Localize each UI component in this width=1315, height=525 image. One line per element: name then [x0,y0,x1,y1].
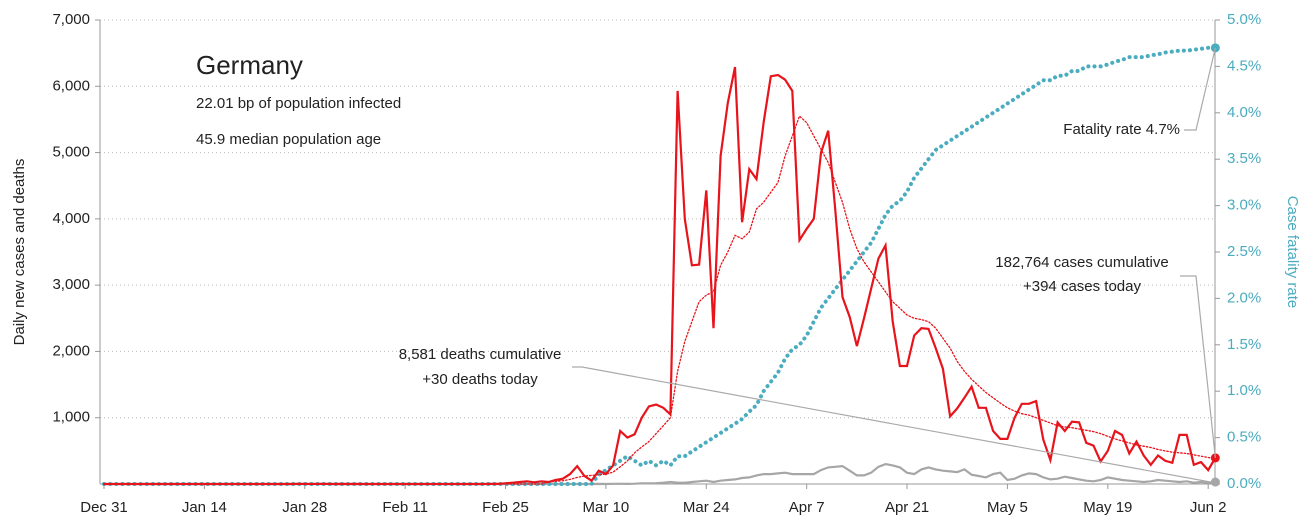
x-tick-label: Jun 2 [1190,499,1227,516]
leader-line [1180,275,1216,458]
x-tick-label: Apr 7 [789,499,825,516]
annotation: 22.01 bp of population infected [196,95,401,112]
y-tick-label: 7,000 [52,11,90,28]
y2-axis-label: Case fatality rate [1284,196,1301,309]
dotted-line [102,45,1218,486]
line [102,462,1217,486]
y2-tick-label: 1.0% [1227,382,1261,399]
x-tick-label: Feb 25 [482,499,529,516]
y2-tick-label: 1.5% [1227,336,1261,353]
leader-line [572,366,1211,483]
chart-title: Germany [196,50,303,80]
annotation: +394 cases today [1023,278,1142,295]
y-axis-label: Daily new cases and deaths [11,159,28,346]
annotation: 182,764 cases cumulative [995,254,1168,271]
leader-line [1184,47,1216,131]
x-tick-label: Feb 11 [382,499,428,516]
x-tick-label: May 5 [987,499,1028,516]
y-tick-label: 4,000 [52,210,90,227]
y2-tick-label: 0.0% [1227,475,1261,492]
x-tick-label: Dec 31 [80,499,128,516]
y-tick-label: 1,000 [52,409,90,426]
y2-tick-label: 5.0% [1227,11,1261,28]
y-tick-label: 3,000 [52,276,90,293]
annotation: +30 deaths today [422,371,538,388]
y-tick-label: 2,000 [52,342,90,359]
dotted-line [103,114,1216,485]
y2-tick-label: 3.0% [1227,197,1261,214]
x-tick-label: Apr 21 [885,499,929,516]
x-tick-label: May 19 [1083,499,1132,516]
end-marker [1210,477,1220,487]
annotation: Fatality rate 4.7% [1063,121,1180,138]
y2-tick-label: 4.0% [1227,104,1261,121]
annotation: 8,581 deaths cumulative [399,346,562,363]
y-tick-label: 5,000 [52,144,90,161]
y2-tick-label: 0.5% [1227,429,1261,446]
line [102,66,1217,486]
y2-tick-label: 2.5% [1227,243,1261,260]
y2-tick-label: 2.0% [1227,289,1261,306]
x-tick-label: Mar 10 [583,499,630,516]
annotation: 45.9 median population age [196,131,381,148]
x-tick-label: Jan 14 [182,499,227,516]
y2-tick-label: 4.5% [1227,57,1261,74]
y2-tick-label: 3.5% [1227,150,1261,167]
x-tick-label: Mar 24 [683,499,730,516]
y-tick-label: 6,000 [52,77,90,94]
x-tick-label: Jan 28 [282,499,327,516]
